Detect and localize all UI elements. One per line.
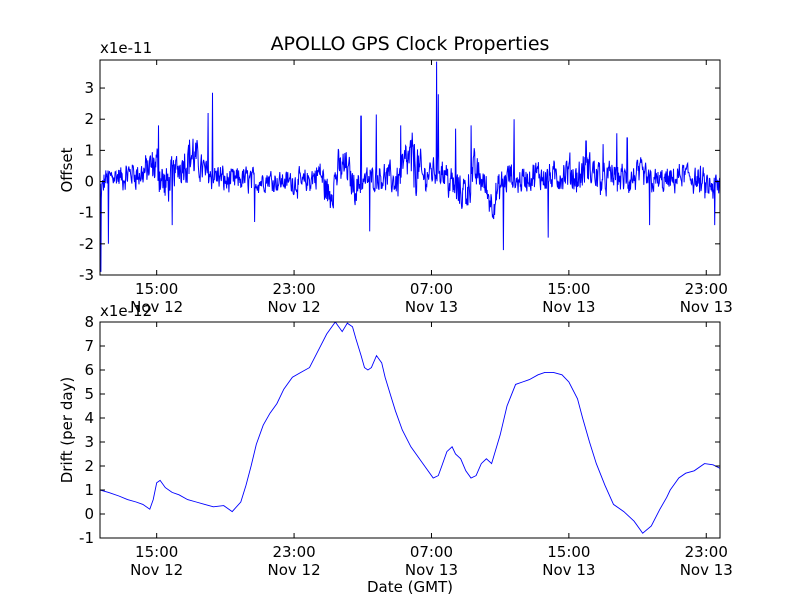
y-tick-label: -2 [79, 235, 94, 253]
x-tick-date: Nov 12 [130, 298, 183, 316]
drift-series-line [100, 322, 720, 534]
x-tick-time: 15:00 [135, 543, 178, 561]
drift-multiplier: x1e-12 [100, 302, 152, 320]
y-tick-label: 3 [84, 433, 94, 451]
x-tick-time: 23:00 [272, 280, 315, 298]
y-tick-label: 4 [84, 409, 94, 427]
drift-axis-label: Drift (per day) [58, 377, 76, 484]
x-tick-time: 07:00 [410, 280, 453, 298]
x-tick-date: Nov 12 [268, 561, 321, 579]
y-tick-label: -1 [79, 529, 94, 547]
x-axis-label: Date (GMT) [367, 578, 453, 596]
x-tick-time: 23:00 [685, 280, 728, 298]
x-tick-date: Nov 12 [130, 561, 183, 579]
x-tick-date: Nov 13 [405, 298, 458, 316]
x-tick-time: 15:00 [547, 280, 590, 298]
x-tick-time: 15:00 [135, 280, 178, 298]
x-tick-time: 07:00 [410, 543, 453, 561]
y-tick-label: 8 [84, 313, 94, 331]
x-tick-date: Nov 13 [542, 561, 595, 579]
y-tick-label: 6 [84, 361, 94, 379]
x-tick-time: 23:00 [685, 543, 728, 561]
y-tick-label: 5 [84, 385, 94, 403]
offset-axis-label: Offset [58, 147, 76, 192]
y-tick-label: 3 [84, 79, 94, 97]
x-tick-date: Nov 13 [405, 561, 458, 579]
x-tick-date: Nov 12 [268, 298, 321, 316]
y-tick-label: -3 [79, 266, 94, 284]
x-tick-time: 23:00 [272, 543, 315, 561]
plot-frame [99, 321, 721, 539]
offset-series-line [100, 61, 720, 272]
y-tick-label: 1 [84, 141, 94, 159]
y-tick-label: 2 [84, 110, 94, 128]
x-tick-date: Nov 13 [680, 561, 733, 579]
x-tick-date: Nov 13 [680, 298, 733, 316]
drift-panel: x1e-12 Drift (per day) -101234567815:00N… [58, 302, 733, 579]
offset-multiplier: x1e-11 [100, 39, 152, 57]
x-tick-time: 15:00 [547, 543, 590, 561]
y-tick-label: -1 [79, 204, 94, 222]
y-tick-label: 0 [84, 173, 94, 191]
y-tick-label: 1 [84, 481, 94, 499]
y-tick-label: 7 [84, 337, 94, 355]
plot-frame [99, 59, 721, 276]
y-tick-label: 0 [84, 505, 94, 523]
x-tick-date: Nov 13 [542, 298, 595, 316]
y-tick-label: 2 [84, 457, 94, 475]
chart-title: APOLLO GPS Clock Properties [271, 33, 550, 55]
